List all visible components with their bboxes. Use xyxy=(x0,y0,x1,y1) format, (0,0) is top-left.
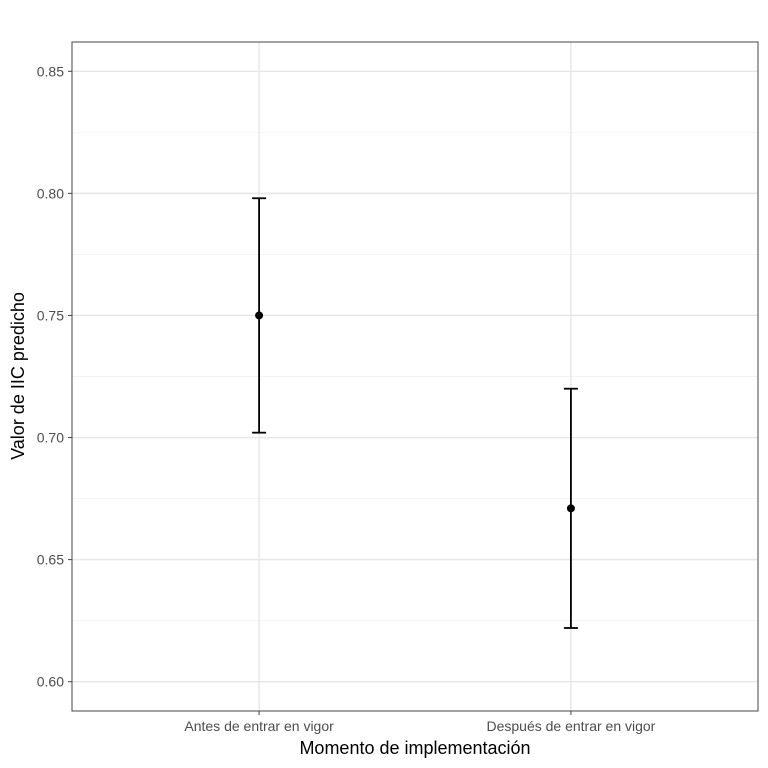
y-tick-label: 0.80 xyxy=(37,185,64,201)
x-axis-title: Momento de implementación xyxy=(299,738,530,758)
grid-layer xyxy=(72,42,758,711)
y-tick-label: 0.70 xyxy=(37,430,64,446)
y-tick-label: 0.85 xyxy=(37,63,64,79)
y-tick-label: 0.75 xyxy=(37,307,64,323)
x-tick-label: Antes de entrar en vigor xyxy=(184,718,334,734)
y-tick-label: 0.60 xyxy=(37,674,64,690)
data-point xyxy=(566,504,575,513)
data-point xyxy=(255,311,264,320)
y-axis-title: Valor de IIC predicho xyxy=(8,292,28,460)
plot-panel-border xyxy=(71,41,759,712)
x-tick-label: Después de entrar en vigor xyxy=(486,718,655,734)
y-tick-label: 0.65 xyxy=(37,552,64,568)
marks-layer xyxy=(252,197,578,629)
axis-layer: 0.60 0.65 0.70 0.75 0.80 0.85 Antes de entrar … xyxy=(37,63,656,734)
